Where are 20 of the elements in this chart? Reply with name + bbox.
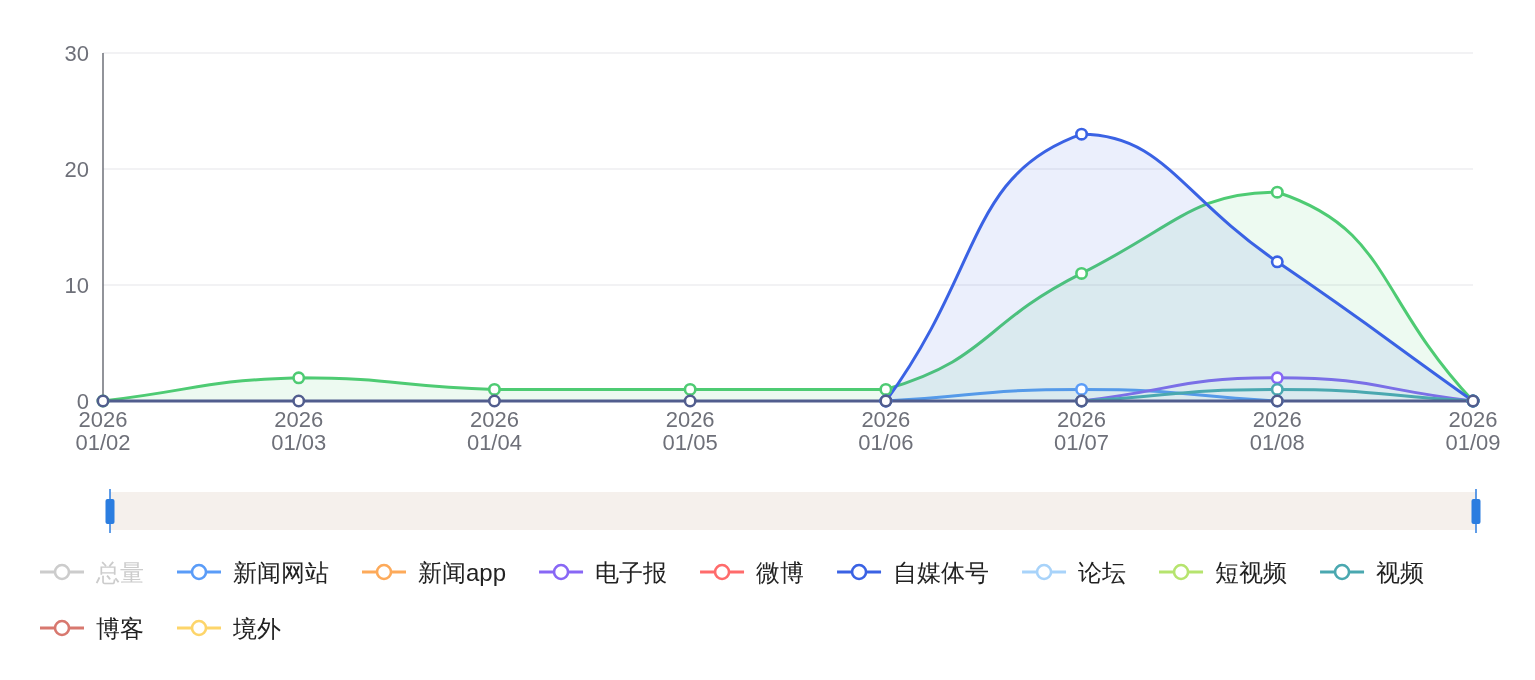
legend-label: 电子报 [595,558,668,586]
x-tick-label: 2026 01/05 [662,407,718,455]
legend-label: 短视频 [1215,558,1288,586]
legend-label: 新闻app [418,558,507,586]
legend-label: 境外 [232,614,281,642]
x-tick-label: 2026 01/08 [1249,407,1305,455]
legend-label: 博客 [96,614,144,642]
y-tick-label: 30 [64,40,89,66]
legend-label: 自媒体号 [893,558,990,586]
legend-label: 新闻网站 [233,558,329,586]
x-tick-label: 2026 01/09 [1445,407,1501,455]
x-tick-label: 2026 01/04 [466,407,522,455]
x-tick-label: 2026 01/07 [1054,407,1110,455]
legend-label: 论坛 [1078,558,1127,586]
x-tick-label: 2026 01/03 [271,407,327,455]
legend-label: 微博 [756,558,805,586]
x-tick-label: 2026 01/06 [858,407,914,455]
legend-label: 视频 [1376,558,1425,586]
y-tick-label: 20 [64,156,89,182]
y-tick-label: 10 [64,272,89,298]
